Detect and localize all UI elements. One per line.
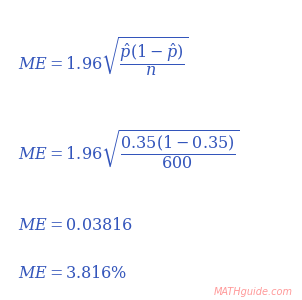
Text: $ME = 3.816\%$: $ME = 3.816\%$ xyxy=(18,264,127,281)
Text: $ME = 1.96\sqrt{\dfrac{\hat{p}(1 - \hat{p})}{n}}$: $ME = 1.96\sqrt{\dfrac{\hat{p}(1 - \hat{… xyxy=(18,36,189,79)
Text: $ME = 1.96\sqrt{\dfrac{0.35(1 - 0.35)}{600}}$: $ME = 1.96\sqrt{\dfrac{0.35(1 - 0.35)}{6… xyxy=(18,129,240,172)
Text: MATHguide.com: MATHguide.com xyxy=(214,287,293,297)
Text: $ME = 0.03816$: $ME = 0.03816$ xyxy=(18,216,133,233)
